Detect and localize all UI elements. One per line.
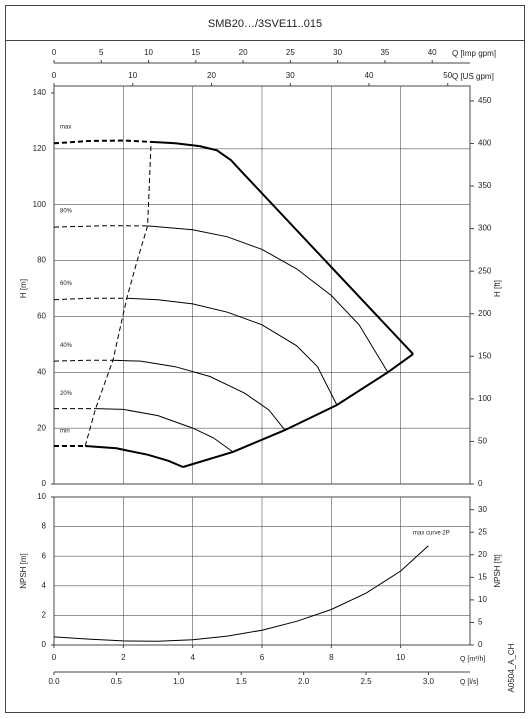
y2-tick-label: 250 [478, 266, 492, 275]
x-axis-label: Q [l/s] [460, 679, 478, 686]
x-tick-label: 0 [52, 48, 57, 57]
curve [95, 408, 234, 453]
drawing-code: A0504_A_CH [507, 643, 516, 692]
y2-tick-label: 100 [478, 394, 492, 403]
x-tick-label: 4 [190, 653, 195, 662]
y2-tick-label: 150 [478, 351, 492, 360]
x-tick-label: 20 [207, 71, 216, 80]
y-axis-label: H [m] [19, 279, 28, 298]
y-axis-label: NPSH [m] [19, 553, 28, 589]
curve [84, 141, 152, 447]
x-tick-label: 10 [396, 653, 405, 662]
curve-label: min [60, 429, 70, 435]
y-tick-label: 0 [42, 479, 47, 488]
curve [147, 225, 389, 373]
y-tick-label: 4 [42, 581, 47, 590]
x-tick-label: 6 [260, 653, 265, 662]
chart-title: SMB20…/3SVE11..015 [208, 18, 322, 30]
x-tick-label: 5 [99, 48, 104, 57]
y2-tick-label: 0 [478, 640, 483, 649]
y2-tick-label: 300 [478, 224, 492, 233]
y2-axis-label: H [ft] [493, 280, 502, 297]
y-tick-label: 140 [33, 88, 47, 97]
x-tick-label: 0.5 [111, 677, 123, 686]
x-tick-label: 1.0 [173, 677, 185, 686]
curve-label: max [60, 124, 71, 130]
x-tick-label: 40 [365, 71, 374, 80]
x-tick-label: 20 [239, 48, 248, 57]
x-tick-label: 2.0 [298, 677, 310, 686]
y-tick-label: 60 [37, 312, 46, 321]
curve [53, 545, 429, 642]
y2-tick-label: 30 [478, 505, 487, 514]
x-tick-label: 0 [52, 71, 57, 80]
x-tick-label: 15 [191, 48, 200, 57]
y2-tick-label: 15 [478, 572, 487, 581]
y-tick-label: 0 [42, 640, 47, 649]
curve [53, 225, 148, 228]
y2-tick-label: 20 [478, 550, 487, 559]
curve-label: 80% [60, 209, 73, 215]
curve-label: 40% [60, 343, 73, 349]
y2-tick-label: 10 [478, 595, 487, 604]
x-tick-label: 2 [121, 653, 126, 662]
x-tick-label: 10 [128, 71, 137, 80]
y2-tick-label: 25 [478, 527, 487, 536]
y2-tick-label: 0 [478, 479, 483, 488]
y-tick-label: 10 [37, 492, 46, 501]
y2-tick-label: 400 [478, 139, 492, 148]
x-tick-label: 8 [329, 653, 334, 662]
x-tick-label: 30 [333, 48, 342, 57]
y-tick-label: 80 [37, 256, 46, 265]
x-tick-label: 2.5 [360, 677, 372, 686]
curve [151, 140, 414, 355]
curve-label: max curve 2P [413, 530, 450, 536]
x-axis-label: Q [US gpm] [452, 72, 494, 81]
y-tick-label: 100 [33, 200, 47, 209]
y-tick-label: 20 [37, 423, 46, 432]
y-tick-label: 2 [42, 611, 47, 620]
curve [182, 353, 414, 468]
curve [126, 297, 338, 406]
y2-tick-label: 50 [478, 437, 487, 446]
outer-border [5, 5, 525, 713]
curve [85, 445, 184, 468]
x-axis-label: Q [m³/h] [460, 656, 485, 663]
y-tick-label: 120 [33, 144, 47, 153]
x-tick-label: 25 [286, 48, 295, 57]
x-tick-label: 10 [144, 48, 153, 57]
x-tick-label: 0.0 [48, 677, 60, 686]
x-tick-label: 30 [286, 71, 295, 80]
curve [112, 359, 286, 431]
curve [53, 359, 113, 362]
y2-tick-label: 5 [478, 618, 483, 627]
x-tick-label: 50 [443, 71, 452, 80]
x-tick-label: 0 [52, 653, 57, 662]
y-tick-label: 40 [37, 367, 46, 376]
y2-tick-label: 350 [478, 181, 492, 190]
curve-label: 20% [60, 391, 73, 397]
y2-tick-label: 450 [478, 96, 492, 105]
y2-tick-label: 200 [478, 309, 492, 318]
y2-axis-label: NPSH [ft] [493, 554, 502, 587]
x-tick-label: 40 [428, 48, 437, 57]
curve [53, 297, 127, 301]
x-tick-label: 35 [380, 48, 389, 57]
curve [53, 139, 152, 145]
curve-label: 60% [60, 281, 73, 287]
x-axis-label: Q [Imp gpm] [452, 49, 496, 58]
x-tick-label: 1.5 [236, 677, 248, 686]
x-tick-label: 3.0 [423, 677, 435, 686]
y-tick-label: 8 [42, 522, 47, 531]
y-tick-label: 6 [42, 551, 47, 560]
